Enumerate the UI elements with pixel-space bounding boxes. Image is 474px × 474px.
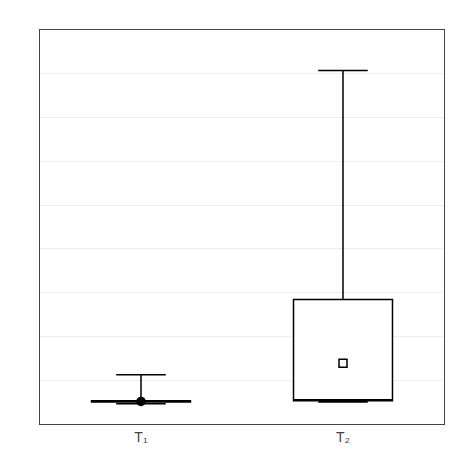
- svg-text:T₁: T₁: [134, 429, 148, 445]
- svg-text:T₂: T₂: [336, 429, 350, 445]
